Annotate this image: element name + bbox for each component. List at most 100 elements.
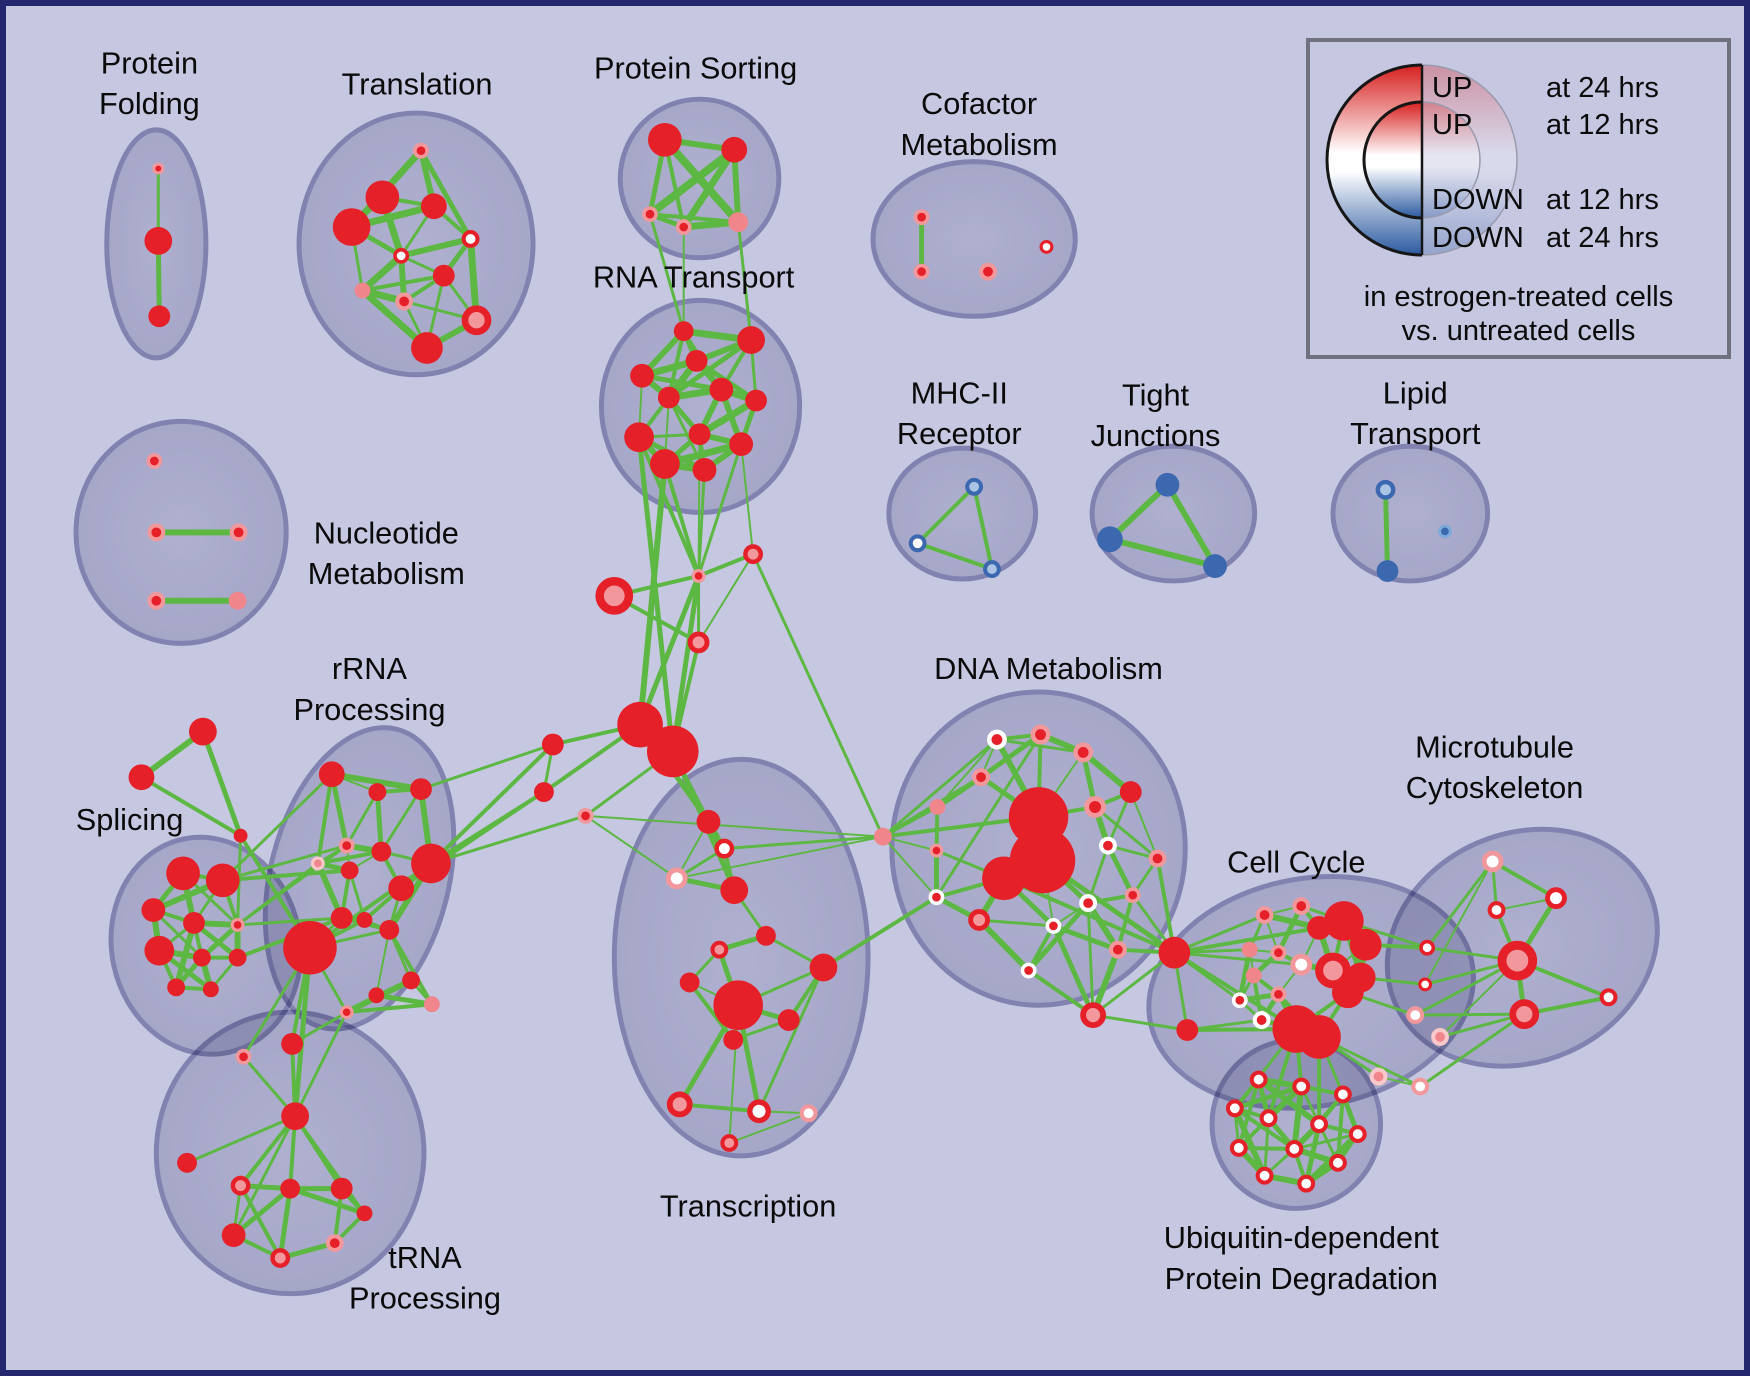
network-edge	[1237, 947, 1253, 1003]
network-node	[235, 1048, 252, 1065]
cluster-label-nucleotide: Nucleotide Metabolism	[308, 515, 465, 591]
network-edge	[277, 1186, 293, 1261]
cluster-label-cofactor: Cofactor Metabolism	[901, 86, 1058, 162]
network-edge	[292, 945, 313, 1119]
network-node	[411, 843, 451, 884]
network-node	[1329, 1153, 1347, 1172]
network-edge	[315, 772, 334, 866]
network-edge	[728, 1112, 810, 1144]
network-node	[230, 1175, 251, 1196]
network-node	[913, 263, 930, 280]
network-node	[929, 799, 946, 815]
legend-footnote-line2: vs. untreated cells	[1401, 315, 1636, 347]
network-node	[281, 1032, 304, 1055]
network-edge	[1425, 859, 1495, 950]
network-node	[1255, 1166, 1274, 1185]
network-node	[666, 1091, 693, 1118]
legend-up-12-time: at 12 hrs	[1546, 109, 1659, 141]
legend-footnote-line1: in estrogen-treated cells	[1363, 281, 1674, 313]
network-edge	[1106, 536, 1218, 570]
cluster-label-tight-junctions: Tight Junctions	[1091, 377, 1221, 453]
network-node	[339, 1005, 354, 1020]
network-node	[908, 534, 927, 553]
network-node	[177, 1152, 197, 1173]
network-node	[673, 321, 694, 342]
network-node	[1158, 936, 1191, 969]
network-edge	[221, 772, 334, 882]
network-node	[1045, 917, 1062, 934]
network-node	[799, 1104, 818, 1123]
network-node	[709, 377, 734, 402]
network-node	[1039, 239, 1054, 254]
network-node	[410, 778, 432, 801]
network-node	[330, 1177, 353, 1200]
network-node	[1252, 1011, 1271, 1030]
network-edge	[976, 916, 1032, 974]
network-edge	[345, 790, 379, 848]
network-edge	[231, 1186, 293, 1238]
network-edge	[418, 148, 474, 242]
network-node	[146, 453, 163, 469]
network-edge	[360, 273, 446, 293]
network-node	[420, 193, 447, 220]
cluster-label-dna-metabolism: DNA Metabolism	[934, 651, 1163, 686]
legend-up-12-label: UP	[1432, 109, 1473, 141]
cluster-label-splicing: Splicing	[76, 801, 184, 836]
network-node	[432, 264, 455, 287]
network-node	[1079, 894, 1098, 913]
network-edge	[821, 895, 939, 970]
network-node	[714, 838, 735, 859]
network-edge	[373, 992, 435, 1007]
network-edge	[977, 918, 1055, 928]
network-node	[1203, 554, 1227, 578]
network-node	[1148, 849, 1167, 868]
network-edge	[1172, 951, 1303, 967]
network-node	[128, 764, 155, 791]
cluster-label-lipid-transport: Lipid Transport	[1350, 375, 1481, 451]
network-node	[743, 544, 763, 565]
network-edge	[387, 927, 434, 1007]
network-edge	[1263, 1116, 1271, 1178]
network-node	[281, 1102, 309, 1131]
cluster-ellipse-transcription	[611, 756, 871, 1159]
network-node	[1009, 827, 1076, 894]
network-node	[1285, 1140, 1304, 1158]
network-node	[356, 912, 373, 928]
cluster-label-rna-transport: RNA Transport	[593, 259, 795, 294]
network-node	[710, 940, 729, 959]
network-node	[679, 972, 700, 993]
network-node	[1509, 999, 1540, 1029]
network-node	[228, 948, 247, 967]
network-node	[647, 725, 699, 778]
network-edge	[1413, 1012, 1526, 1017]
legend-up-24-time: at 24 hrs	[1546, 72, 1659, 104]
network-node	[624, 422, 654, 453]
network-node	[1545, 887, 1567, 910]
network-node	[461, 305, 492, 336]
network-node	[1290, 953, 1313, 976]
cluster-ellipse-lipid-transport	[1330, 443, 1491, 584]
network-node	[144, 227, 173, 255]
network-node	[338, 837, 355, 854]
network-node	[1099, 836, 1117, 855]
network-node	[388, 875, 415, 902]
network-node	[1419, 939, 1436, 956]
network-node	[728, 212, 749, 233]
network-node	[968, 909, 990, 931]
network-edge	[648, 212, 686, 333]
legend-down-12-time: at 12 hrs	[1546, 184, 1659, 216]
network-edge	[1086, 901, 1095, 1017]
network-edge	[1418, 1012, 1526, 1088]
network-node	[1249, 1070, 1268, 1089]
network-node	[723, 1029, 744, 1050]
cluster-labels: Protein Folding Translation Protein Sorting…	[76, 45, 1584, 1315]
network-node	[166, 856, 200, 891]
network-node	[193, 948, 211, 967]
network-node	[167, 978, 186, 997]
network-node	[141, 898, 166, 922]
network-node	[379, 919, 400, 940]
network-node	[595, 576, 634, 615]
network-node	[1231, 992, 1248, 1009]
network-node	[675, 219, 692, 235]
network-node	[1481, 850, 1504, 873]
